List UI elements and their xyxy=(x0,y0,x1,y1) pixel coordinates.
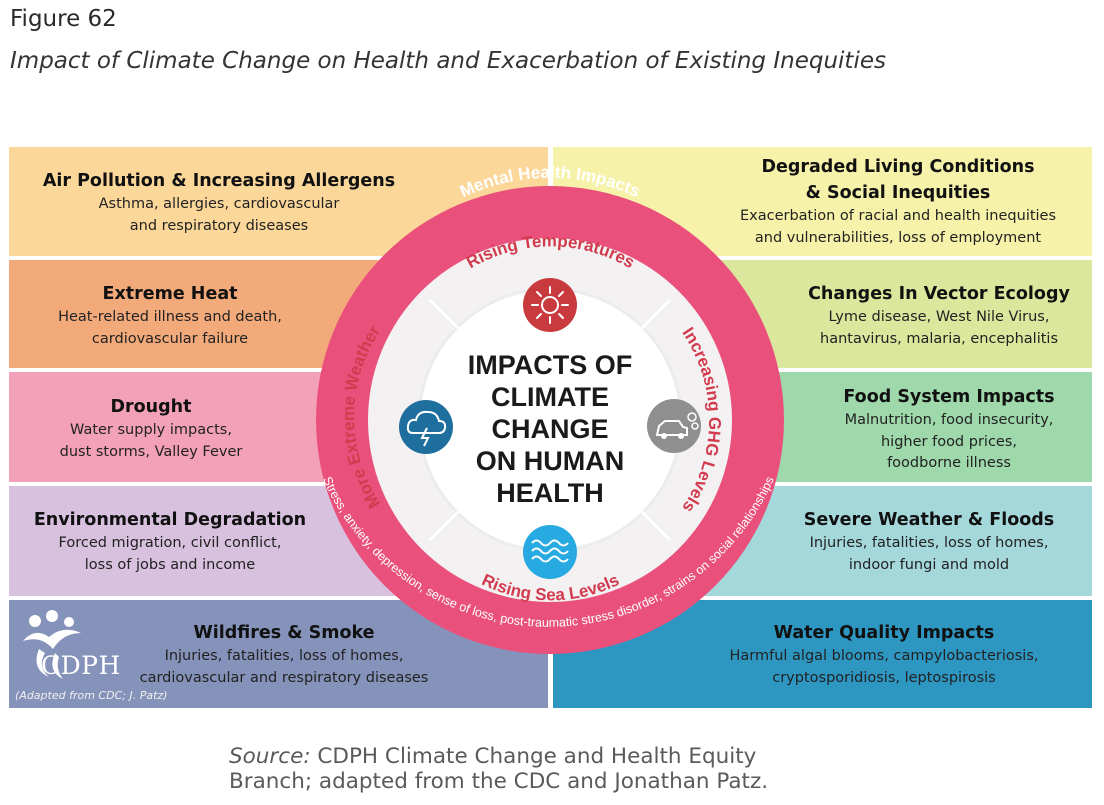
cdph-logo: CDPH xyxy=(19,609,129,684)
wildfires-heading: Wildfires & Smoke xyxy=(193,623,375,643)
water-quality-line2: cryptosporidiosis, leptospirosis xyxy=(772,669,996,686)
center-line-2: CLIMATE xyxy=(491,382,609,412)
attribution: (Adapted from CDC; J. Patz) xyxy=(15,689,168,702)
severe-weather-line2: indoor fungi and mold xyxy=(848,556,1010,573)
cdph-figures-icon xyxy=(23,610,81,679)
living-conditions-line1: Exacerbation of racial and health inequi… xyxy=(739,208,1057,224)
living-conditions-heading2: & Social Inequities xyxy=(805,183,991,203)
water-quality-heading: Water Quality Impacts xyxy=(773,623,995,643)
figure-label: Figure 62 xyxy=(10,6,117,32)
drought-line2: dust storms, Valley Fever xyxy=(59,443,243,460)
food-system-line1: Malnutrition, food insecurity, xyxy=(844,412,1054,428)
cdph-logo-text: CDPH xyxy=(41,651,121,680)
vector-ecology-line2: hantavirus, malaria, encephalitis xyxy=(820,330,1058,347)
drought-text: Drought Water supply impacts, dust storm… xyxy=(9,394,293,463)
severe-weather-heading: Severe Weather & Floods xyxy=(803,510,1055,530)
air-pollution-line1: Asthma, allergies, cardiovascular xyxy=(98,196,340,212)
storm-cloud-icon xyxy=(399,400,453,454)
environmental-degradation-text: Environmental Degradation Forced migrati… xyxy=(9,507,331,576)
center-line-5: HEALTH xyxy=(496,478,604,508)
source-label: Source: xyxy=(229,744,311,769)
center-line-4: ON HUMAN xyxy=(476,446,625,476)
living-conditions-line2: and vulnerabilities, loss of employment xyxy=(754,229,1042,246)
environmental-degradation-heading: Environmental Degradation xyxy=(33,510,307,530)
vector-ecology-line1: Lyme disease, West Nile Virus, xyxy=(828,309,1050,325)
wildfires-text: Wildfires & Smoke Injuries, fatalities, … xyxy=(124,620,444,689)
extreme-heat-text: Extreme Heat Heat-related illness and de… xyxy=(9,281,331,350)
air-pollution-line2: and respiratory diseases xyxy=(129,217,309,234)
environmental-degradation-line2: loss of jobs and income xyxy=(84,556,256,573)
water-quality-text: Water Quality Impacts Harmful algal bloo… xyxy=(709,620,1059,689)
source-line-1-text: CDPH Climate Change and Health Equity xyxy=(310,744,757,769)
car-emissions-icon xyxy=(647,399,701,453)
severe-weather-line1: Injuries, fatalities, loss of homes, xyxy=(809,535,1049,551)
wildfires-line2: cardiovascular and respiratory diseases xyxy=(139,669,429,686)
source-note: Source: CDPH Climate Change and Health E… xyxy=(229,744,768,794)
wildfires-line1: Injuries, fatalities, loss of homes, xyxy=(164,648,404,664)
air-pollution-heading: Air Pollution & Increasing Allergens xyxy=(42,171,396,191)
drought-heading: Drought xyxy=(110,397,192,417)
living-conditions-text: Degraded Living Conditions & Social Ineq… xyxy=(723,154,1073,249)
center-line-1: IMPACTS OF xyxy=(468,350,633,380)
sun-icon xyxy=(523,278,577,332)
food-system-line3: foodborne illness xyxy=(887,455,1011,471)
figure-title: Impact of Climate Change on Health and E… xyxy=(10,48,886,74)
food-system-text: Food System Impacts Malnutrition, food i… xyxy=(809,384,1089,475)
vector-ecology-text: Changes In Vector Ecology Lyme disease, … xyxy=(789,281,1089,350)
vector-ecology-heading: Changes In Vector Ecology xyxy=(808,284,1070,304)
severe-weather-text: Severe Weather & Floods Injuries, fatali… xyxy=(779,507,1079,576)
environmental-degradation-line1: Forced migration, civil conflict, xyxy=(58,535,282,551)
extreme-heat-line2: cardiovascular failure xyxy=(91,330,249,347)
air-pollution-text: Air Pollution & Increasing Allergens Ast… xyxy=(9,168,429,237)
waves-icon xyxy=(523,525,577,579)
extreme-heat-line1: Heat-related illness and death, xyxy=(58,309,282,325)
living-conditions-heading1: Degraded Living Conditions xyxy=(761,157,1035,177)
infographic: Air Pollution & Increasing Allergens Ast… xyxy=(9,147,1092,708)
source-line-2: Branch; adapted from the CDC and Jonatha… xyxy=(229,769,769,794)
climate-circle: Mental Health Impacts Stress, anxiety, d… xyxy=(316,163,784,654)
center-line-3: CHANGE xyxy=(491,414,608,444)
source-line-1: Source: CDPH Climate Change and Health E… xyxy=(229,744,768,769)
food-system-line2: higher food prices, xyxy=(880,433,1017,450)
food-system-heading: Food System Impacts xyxy=(843,387,1055,407)
drought-line1: Water supply impacts, xyxy=(70,422,232,438)
extreme-heat-heading: Extreme Heat xyxy=(102,284,238,304)
water-quality-line1: Harmful algal blooms, campylobacteriosis… xyxy=(729,648,1039,664)
